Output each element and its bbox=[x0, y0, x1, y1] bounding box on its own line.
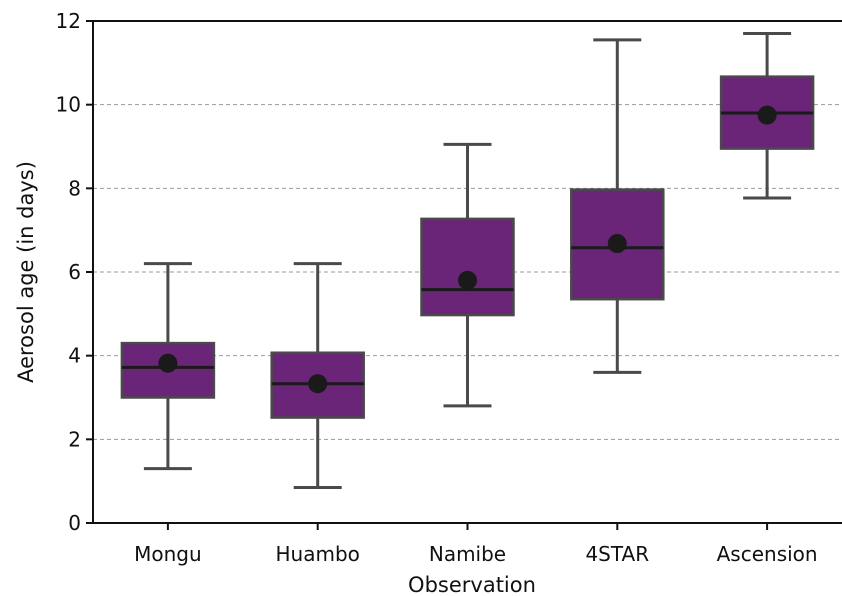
y-tick-label: 10 bbox=[56, 93, 81, 117]
mean-marker bbox=[607, 234, 627, 254]
box-huambo bbox=[270, 262, 365, 489]
y-tick-label: 8 bbox=[68, 176, 81, 200]
x-tick-label: 4STAR bbox=[585, 542, 649, 566]
x-axis-title: Observation bbox=[408, 573, 536, 596]
box-series bbox=[120, 32, 815, 489]
x-tick-label: Namibe bbox=[429, 542, 506, 566]
box-namibe bbox=[420, 142, 515, 408]
box-4star bbox=[570, 38, 665, 374]
y-tick-label: 0 bbox=[68, 511, 81, 535]
mean-marker bbox=[158, 353, 178, 373]
x-tick-label: Ascension bbox=[717, 542, 818, 566]
y-tick-label: 4 bbox=[68, 344, 81, 368]
mean-marker bbox=[308, 374, 328, 394]
axes: 0 2 4 6 8 10 12 Mongu Huambo Namibe 4STAR Ascension bbox=[56, 9, 842, 566]
mean-marker bbox=[458, 270, 477, 290]
x-tick-label: Mongu bbox=[134, 542, 202, 566]
mean-marker bbox=[757, 105, 777, 125]
box-ascension bbox=[719, 32, 815, 200]
x-tick-label: Huambo bbox=[276, 542, 360, 566]
y-tick-label: 12 bbox=[56, 9, 81, 33]
y-axis-title: Aerosol age (in days) bbox=[14, 161, 38, 383]
y-tick-label: 6 bbox=[68, 260, 81, 284]
box-mongu bbox=[120, 262, 216, 471]
iqr-box bbox=[420, 217, 515, 317]
y-tick-label: 2 bbox=[68, 427, 81, 451]
